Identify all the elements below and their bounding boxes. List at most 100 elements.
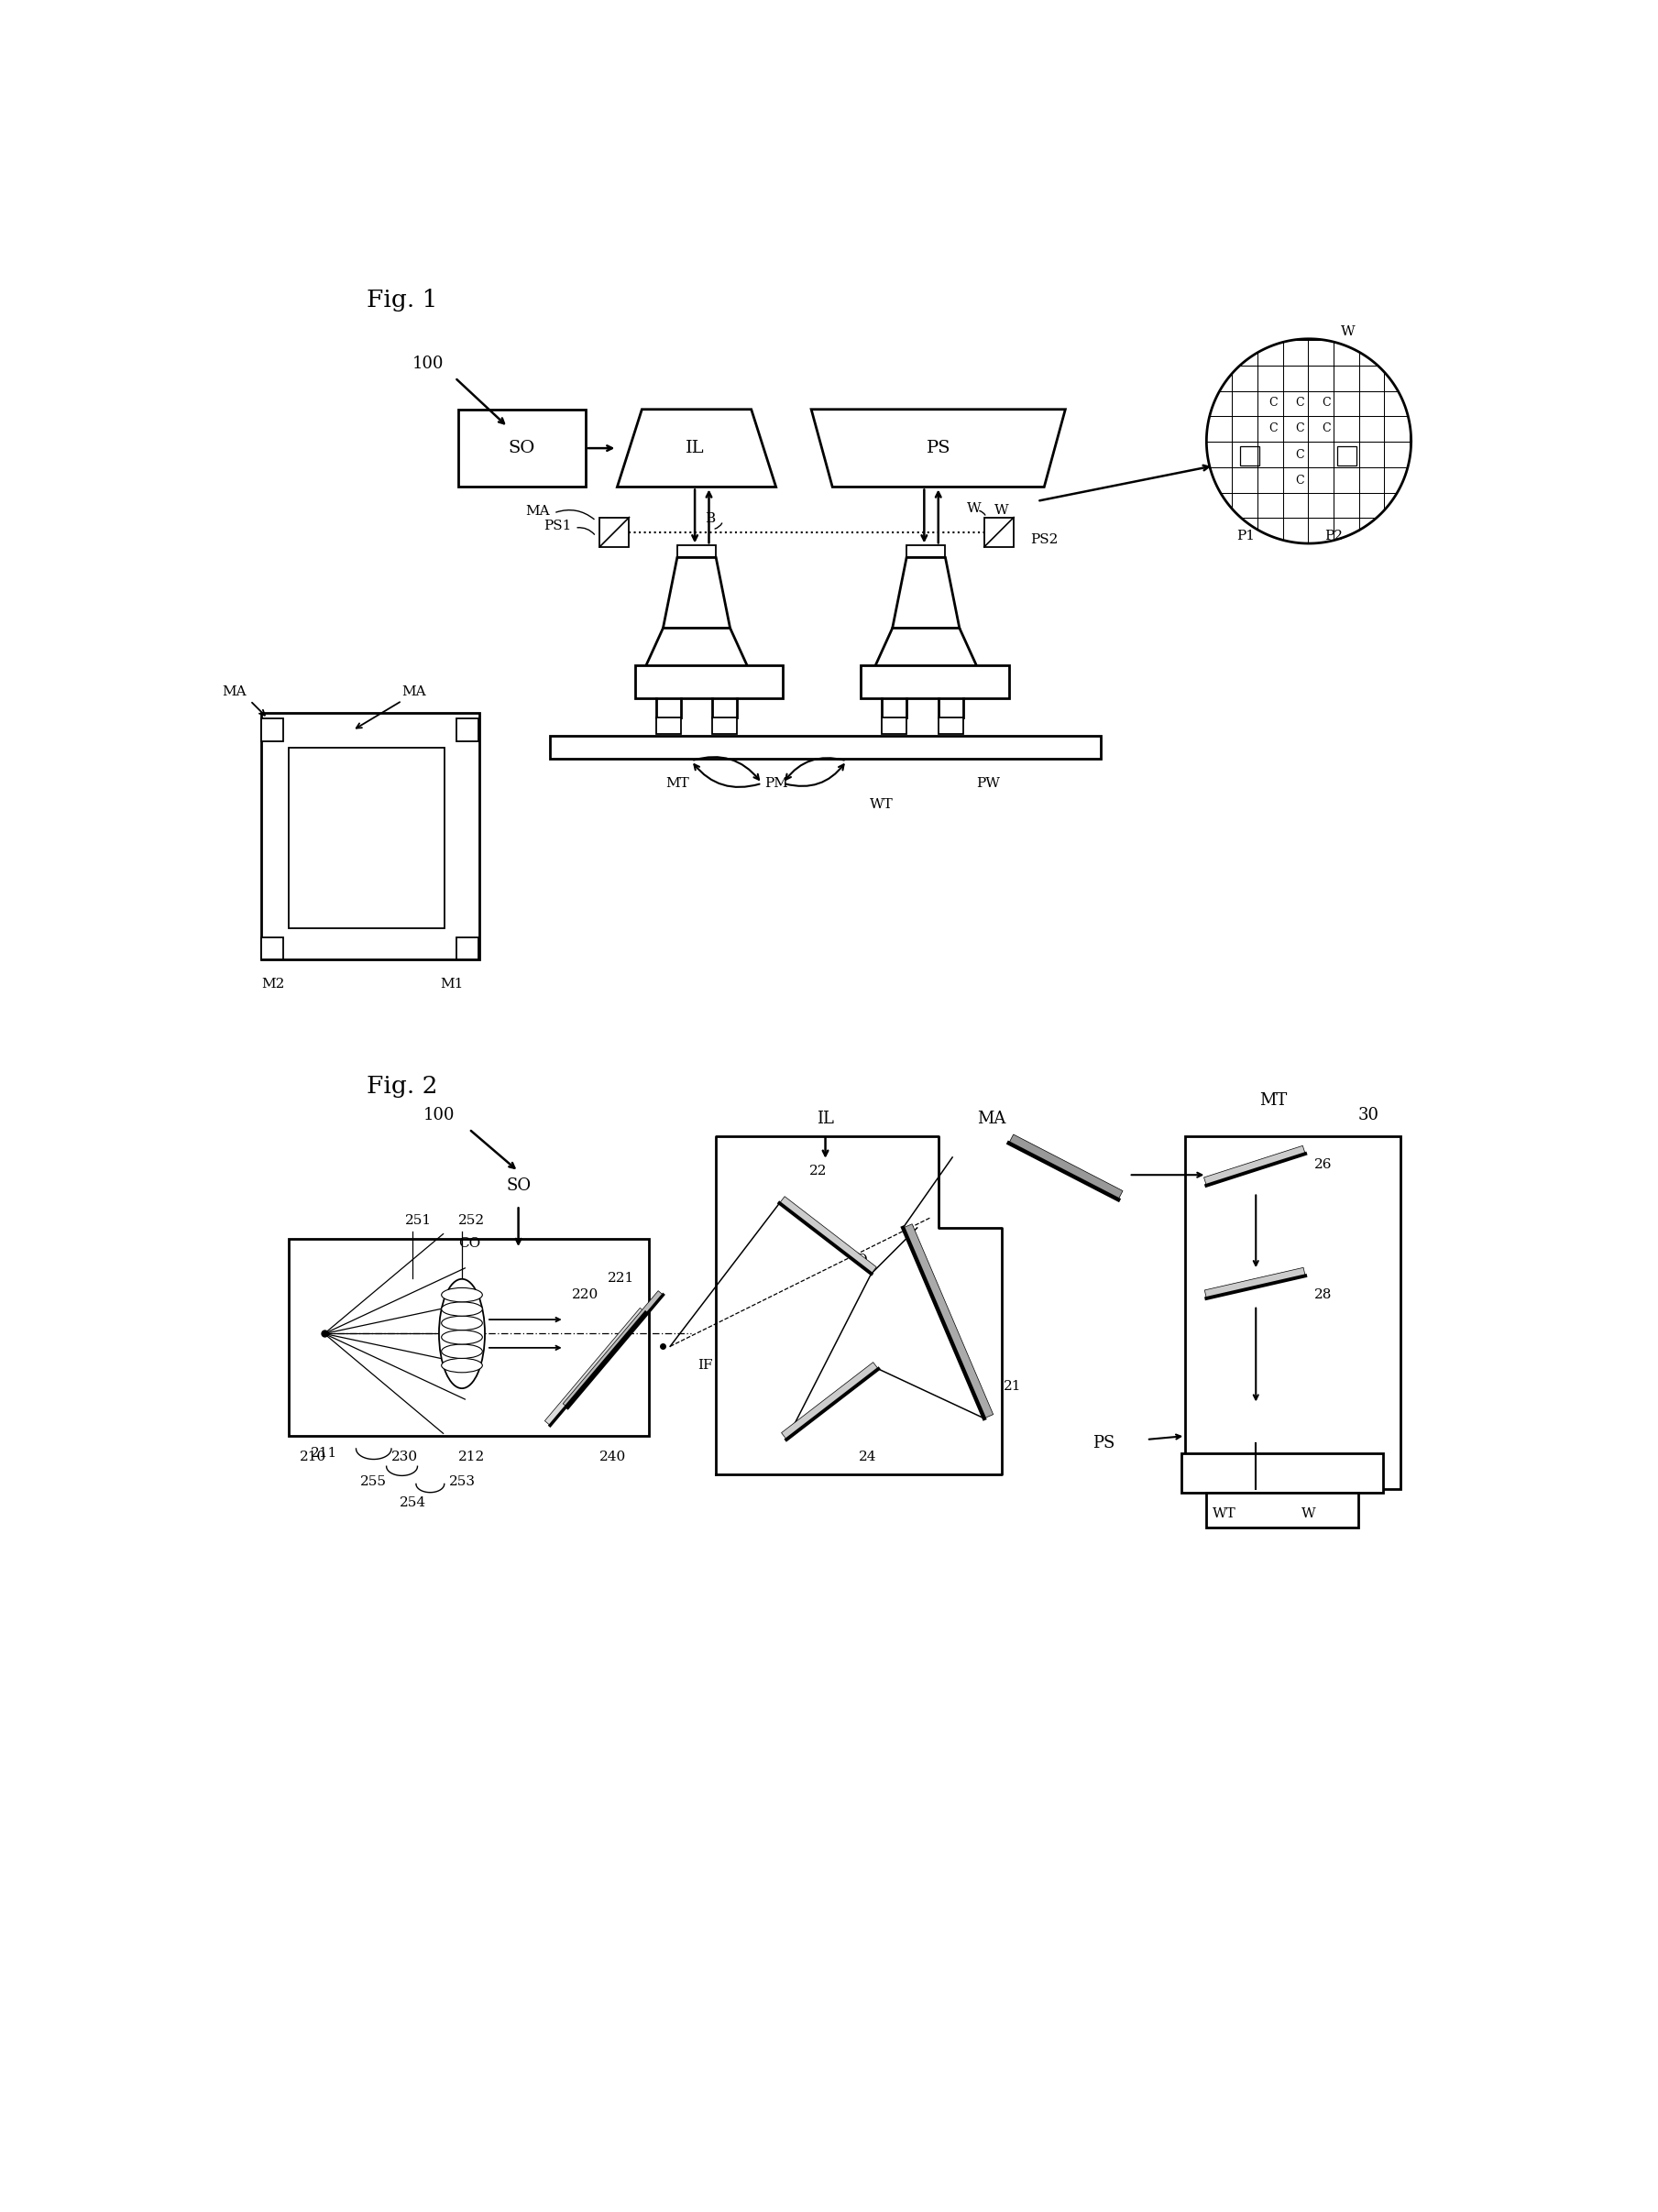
Text: SO: SO (506, 1177, 531, 1194)
Text: 212: 212 (458, 1451, 486, 1464)
Bar (676, 546, 716, 557)
Ellipse shape (441, 1358, 482, 1371)
Bar (1207, 1493, 1358, 1528)
Text: 22: 22 (809, 1166, 827, 1177)
Bar (907, 546, 945, 557)
Text: IL: IL (817, 1110, 834, 1126)
Polygon shape (1205, 1267, 1305, 1298)
Text: Fig. 2: Fig. 2 (366, 1075, 438, 1097)
Text: MA: MA (977, 1110, 1006, 1126)
Text: PS1: PS1 (544, 520, 572, 533)
Polygon shape (645, 628, 748, 666)
Text: B: B (705, 513, 716, 524)
Polygon shape (617, 409, 776, 487)
Text: PS: PS (1093, 1436, 1116, 1451)
Bar (1336, 447, 1356, 467)
Bar (713, 717, 738, 734)
Polygon shape (564, 1292, 663, 1407)
Polygon shape (1008, 1135, 1122, 1199)
Text: MT: MT (1260, 1093, 1287, 1108)
Text: M2: M2 (262, 978, 285, 991)
Text: 28: 28 (1315, 1287, 1331, 1301)
Text: W: W (1340, 325, 1355, 338)
Ellipse shape (441, 1345, 482, 1358)
Bar (456, 938, 479, 960)
Text: MA: MA (401, 686, 426, 699)
Text: SO: SO (509, 440, 536, 456)
Polygon shape (875, 628, 977, 666)
Text: C: C (1295, 476, 1305, 487)
Bar (1185, 1137, 1401, 1489)
Text: C: C (1295, 422, 1305, 434)
Text: 240: 240 (600, 1451, 627, 1464)
Bar (938, 717, 963, 734)
Bar (985, 518, 1013, 546)
Text: 26: 26 (1315, 1157, 1331, 1170)
Ellipse shape (441, 1303, 482, 1316)
Text: C: C (1268, 396, 1278, 409)
Text: P1: P1 (1237, 531, 1255, 542)
Text: PM: PM (764, 776, 788, 790)
Text: MA: MA (526, 504, 550, 518)
Bar (260, 719, 284, 741)
Polygon shape (663, 557, 730, 628)
Bar (288, 1239, 648, 1436)
Text: 253: 253 (449, 1475, 476, 1489)
Bar (600, 518, 628, 546)
Text: 210: 210 (300, 1451, 327, 1464)
Text: WT: WT (870, 799, 894, 812)
Bar (657, 717, 681, 734)
Text: PS2: PS2 (1030, 533, 1058, 546)
Text: CO: CO (458, 1237, 481, 1250)
Bar (456, 719, 479, 741)
Bar (861, 666, 1008, 699)
Text: P2: P2 (1325, 531, 1343, 542)
Text: C: C (1268, 422, 1278, 434)
Polygon shape (892, 557, 960, 628)
Text: 100: 100 (423, 1106, 454, 1124)
Polygon shape (1204, 1146, 1305, 1186)
Bar (260, 712, 479, 960)
Text: O: O (856, 1254, 867, 1265)
Text: 211: 211 (310, 1447, 337, 1460)
Text: 30: 30 (1358, 1106, 1379, 1124)
Ellipse shape (441, 1287, 482, 1303)
Bar (1240, 447, 1260, 467)
Polygon shape (904, 1223, 993, 1418)
Text: IL: IL (685, 440, 705, 456)
Text: IF: IF (698, 1358, 713, 1371)
Text: 21: 21 (1003, 1380, 1021, 1394)
Text: C: C (1295, 449, 1305, 460)
Ellipse shape (441, 1329, 482, 1345)
Ellipse shape (441, 1316, 482, 1329)
Text: MA: MA (222, 686, 247, 699)
Text: C: C (1295, 396, 1305, 409)
Text: W: W (1302, 1506, 1316, 1520)
Text: PS: PS (927, 440, 950, 456)
Text: 220: 220 (572, 1287, 599, 1301)
Text: 255: 255 (360, 1475, 386, 1489)
Polygon shape (811, 409, 1066, 487)
Text: 221: 221 (607, 1272, 633, 1285)
Bar (1182, 1453, 1383, 1493)
Polygon shape (779, 1197, 877, 1274)
Text: PW: PW (977, 776, 1000, 790)
Text: 251: 251 (406, 1214, 433, 1228)
Bar (458, 409, 585, 487)
Bar (550, 737, 1101, 759)
Text: MT: MT (665, 776, 690, 790)
Bar (635, 666, 783, 699)
Text: W: W (995, 504, 1010, 518)
Text: W: W (967, 502, 982, 515)
Bar (260, 938, 284, 960)
Text: 230: 230 (391, 1451, 418, 1464)
Text: C: C (1321, 422, 1331, 434)
Polygon shape (781, 1363, 879, 1440)
Text: 252: 252 (458, 1214, 486, 1228)
Text: Fig. 1: Fig. 1 (366, 288, 438, 312)
Ellipse shape (439, 1279, 484, 1389)
Bar (288, 748, 444, 929)
Text: C: C (1321, 396, 1331, 409)
Text: 254: 254 (400, 1498, 426, 1509)
Text: 100: 100 (413, 356, 444, 372)
